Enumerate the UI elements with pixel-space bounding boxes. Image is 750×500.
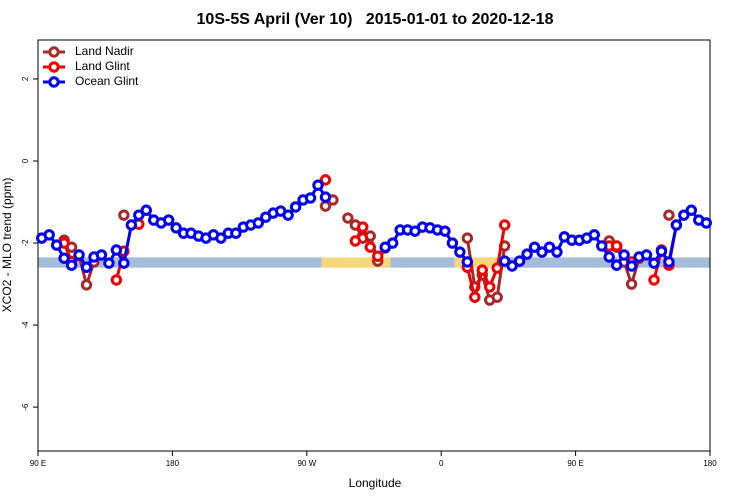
data-point [364,241,376,253]
x-axis-label: Longitude [349,476,402,490]
data-point [215,232,227,244]
data-point [625,278,638,290]
data-point [670,219,683,231]
data-point [491,291,503,303]
data-point [386,237,399,249]
data-point [610,259,623,271]
x-tick-label: 90 E [30,459,46,468]
data-point [372,250,384,262]
data-point [282,209,294,221]
x-tick-label: 180 [703,459,717,468]
data-point [125,219,138,231]
data-point [349,235,362,247]
data-point [625,260,638,272]
data-point [491,262,503,274]
region-band [321,257,391,268]
data-point [640,249,653,261]
data-point [118,257,130,269]
data-point [551,246,563,258]
data-point [596,240,608,252]
data-point [521,248,533,260]
region-band [454,257,500,268]
data-point [304,192,317,204]
data-point [476,264,488,276]
data-point [678,209,690,221]
data-point [536,246,548,258]
legend-marker [48,76,60,88]
data-point [663,256,675,268]
data-point [506,260,518,272]
data-point [469,291,481,303]
legend-label: Land Glint [75,59,130,73]
y-tick-label: 2 [21,76,30,81]
data-point [648,257,660,269]
legend-label: Ocean Glint [75,74,139,88]
data-point [513,255,526,267]
data-point [162,214,175,226]
data-point [110,244,123,256]
x-tick-label: 90 E [567,459,583,468]
data-point [685,204,698,216]
data-point [73,249,85,261]
data-point [357,221,369,233]
data-point [484,281,496,293]
plot-frame [37,39,711,452]
data-point [528,241,541,253]
data-point [118,209,130,221]
region-band [38,257,322,268]
x-tick-label: 90 W [297,459,316,468]
chart-title: 10S-5S April (Ver 10) 2015-01-01 to 2020… [197,11,554,28]
data-point [133,209,145,221]
data-point [498,255,511,267]
y-axis-label: XCO2 - MLO trend (ppm) [0,178,14,313]
data-point [50,239,63,251]
data-point [103,257,115,269]
data-point [446,237,459,249]
data-point [140,204,152,216]
data-point [700,217,712,229]
data-point [588,229,600,241]
data-point [342,212,354,224]
data-point [110,274,123,286]
data-point [65,259,78,271]
x-tick-label: 0 [439,459,444,468]
data-point [95,249,108,261]
data-point [461,256,474,268]
data-point [58,252,70,264]
region-band [499,257,710,268]
y-tick-label: -2 [21,239,30,247]
x-tick-label: 180 [166,459,180,468]
data-point [252,217,264,229]
data-point [312,179,324,191]
data-point [454,246,466,258]
legend-label: Land Nadir [75,44,134,58]
data-point [603,251,615,263]
legend-marker [48,61,60,73]
data-point [80,261,93,273]
data-point [319,191,332,203]
data-point [43,229,55,241]
data-point [289,201,302,213]
y-tick-label: 0 [21,158,30,163]
data-point [543,241,556,253]
data-point [439,225,451,237]
region-band [390,257,455,268]
data-point [461,232,474,244]
y-tick-label: -4 [21,321,30,329]
data-point [170,222,182,234]
data-point [663,209,675,221]
data-point [655,245,668,257]
series-line [354,223,379,258]
legend-marker [48,46,60,58]
data-point [618,249,630,261]
data-point [80,279,93,291]
y-tick-label: -6 [21,403,30,411]
data-point [498,219,511,231]
data-point [319,174,332,186]
data-point [610,240,623,252]
data-point [230,227,242,239]
data-point [648,274,660,286]
